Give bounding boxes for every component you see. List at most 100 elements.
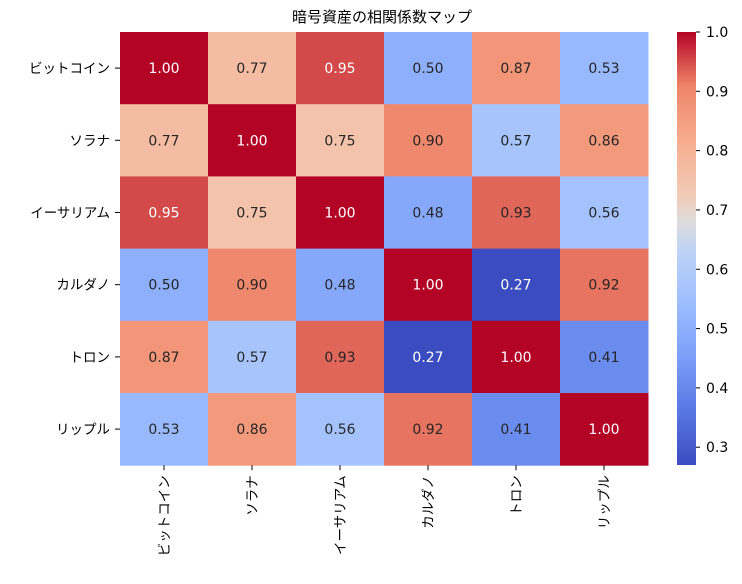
heatmap-cell-4-0: [120, 320, 209, 394]
heatmap-cell-1-0: [120, 104, 209, 177]
row-tick-label-0: ビットコイン: [29, 61, 110, 77]
cell-value-label-5-5: 1.00: [588, 422, 619, 438]
heatmap-cell-0-0: [120, 32, 209, 105]
cell-value-label-3-1: 0.90: [236, 278, 267, 294]
heatmap-cell-1-4: [472, 104, 561, 177]
row-tick-label-3: カルダノ: [56, 278, 110, 294]
heatmap-cell-4-1: [208, 320, 297, 394]
cell-value-label-2-3: 0.48: [412, 206, 443, 222]
cell-value-label-4-1: 0.57: [236, 350, 267, 366]
heatmap-cell-3-3: [384, 248, 473, 322]
colorbar: [677, 32, 696, 465]
heatmap-cell-4-3: [384, 320, 473, 394]
heatmap-cell-3-5: [560, 248, 649, 322]
cell-value-label-0-3: 0.50: [412, 61, 443, 77]
cell-value-label-5-0: 0.53: [148, 422, 179, 438]
heatmap-cell-5-3: [384, 393, 473, 466]
cell-value-label-0-2: 0.95: [324, 61, 355, 77]
cell-value-label-5-4: 0.41: [500, 422, 531, 438]
cell-value-label-4-4: 1.00: [500, 350, 531, 366]
heatmap-cell-5-4: [472, 393, 561, 466]
chart-title: 暗号資産の相関係数マップ: [292, 8, 472, 26]
cell-value-label-5-2: 0.56: [324, 422, 355, 438]
column-tick-label-5: リップル: [597, 475, 613, 529]
colorbar-tick-label-7: 1.0: [706, 25, 728, 41]
cell-value-label-1-0: 0.77: [148, 133, 179, 149]
colorbar-tick-label-5: 0.8: [706, 144, 728, 160]
cell-value-label-1-5: 0.86: [588, 133, 619, 149]
cell-value-label-2-0: 0.95: [148, 206, 179, 222]
heatmap-cell-1-1: [208, 104, 297, 177]
colorbar-tick-label-2: 0.5: [706, 322, 728, 338]
column-tick-labels: ビットコイン ソラナ イーサリアム カルダノ トロン リップル: [157, 465, 613, 556]
cell-value-label-3-3: 1.00: [412, 278, 443, 294]
colorbar-tick-label-6: 0.9: [706, 84, 728, 100]
column-tick-label-0: ビットコイン: [157, 475, 173, 556]
heatmap-cell-1-2: [296, 104, 385, 177]
heatmap-cell-2-4: [472, 176, 561, 250]
colorbar-tick-labels: 0.3 0.4 0.5 0.6 0.7 0.8 0.9 1.0: [696, 25, 728, 456]
cell-value-label-4-2: 0.93: [324, 350, 355, 366]
heatmap-cell-0-2: [296, 32, 385, 105]
colorbar-gradient: [677, 32, 696, 465]
column-tick-label-1: ソラナ: [245, 475, 261, 516]
heatmap-cell-2-1: [208, 176, 297, 250]
cell-value-label-2-5: 0.56: [588, 206, 619, 222]
row-tick-label-1: ソラナ: [70, 133, 111, 149]
heatmap-cell-5-1: [208, 393, 297, 466]
cell-value-label-1-2: 0.75: [324, 133, 355, 149]
heatmap-cell-4-4: [472, 320, 561, 394]
colorbar-tick-label-1: 0.4: [706, 381, 728, 397]
colorbar-tick-label-4: 0.7: [706, 203, 728, 219]
heatmap-cell-2-5: [560, 176, 649, 250]
column-tick-label-4: トロン: [509, 475, 525, 516]
colorbar-tick-label-3: 0.6: [706, 262, 728, 278]
cell-value-label-4-5: 0.41: [588, 350, 619, 366]
cell-value-label-1-4: 0.57: [500, 133, 531, 149]
cell-value-label-2-4: 0.93: [500, 206, 531, 222]
cell-value-label-5-3: 0.92: [412, 422, 443, 438]
cell-value-label-2-1: 0.75: [236, 206, 267, 222]
heatmap-cell-1-3: [384, 104, 473, 177]
cell-value-label-0-4: 0.87: [500, 61, 531, 77]
heatmap-cell-0-5: [560, 32, 649, 105]
row-tick-label-2: イーサリアム: [30, 206, 110, 222]
row-tick-label-5: リップル: [56, 422, 110, 438]
cell-value-label-0-5: 0.53: [588, 61, 619, 77]
cell-value-label-3-0: 0.50: [148, 278, 179, 294]
heatmap-cell-3-2: [296, 248, 385, 322]
cell-value-label-3-4: 0.27: [500, 278, 531, 294]
cell-value-label-2-2: 1.00: [324, 206, 355, 222]
heatmap-cell-3-1: [208, 248, 297, 322]
heatmap-cell-2-3: [384, 176, 473, 250]
heatmap-cell-3-4: [472, 248, 561, 322]
heatmap-cell-0-3: [384, 32, 473, 105]
cell-value-label-3-2: 0.48: [324, 278, 355, 294]
cell-value-label-4-0: 0.87: [148, 350, 179, 366]
cell-value-label-3-5: 0.92: [588, 278, 619, 294]
heatmap-cell-2-2: [296, 176, 385, 250]
column-tick-label-3: カルダノ: [421, 475, 437, 529]
column-tick-label-2: イーサリアム: [333, 475, 349, 555]
cell-value-label-4-3: 0.27: [412, 350, 443, 366]
heatmap-cell-4-2: [296, 320, 385, 394]
cell-value-label-0-1: 0.77: [236, 61, 267, 77]
heatmap-cell-2-0: [120, 176, 209, 250]
cell-value-label-5-1: 0.86: [236, 422, 267, 438]
row-tick-label-4: トロン: [70, 350, 111, 366]
heatmap-cell-5-0: [120, 393, 209, 466]
cell-value-label-1-3: 0.90: [412, 133, 443, 149]
colorbar-tick-label-0: 0.3: [706, 440, 728, 456]
cell-value-label-1-1: 1.00: [236, 133, 267, 149]
heatmap-cell-0-1: [208, 32, 297, 105]
heatmap-cell-4-5: [560, 320, 649, 394]
heatmap-cell-5-2: [296, 393, 385, 466]
heatmap-cell-3-0: [120, 248, 209, 322]
heatmap-cell-0-4: [472, 32, 561, 105]
heatmap-cells: 1.00 0.77 0.95 0.50 0.87 0.53 0.77 1.00 0.75 0.90…: [120, 32, 649, 466]
cell-value-label-0-0: 1.00: [148, 61, 179, 77]
heatmap-cell-5-5: [560, 393, 649, 466]
heatmap-cell-1-5: [560, 104, 649, 177]
